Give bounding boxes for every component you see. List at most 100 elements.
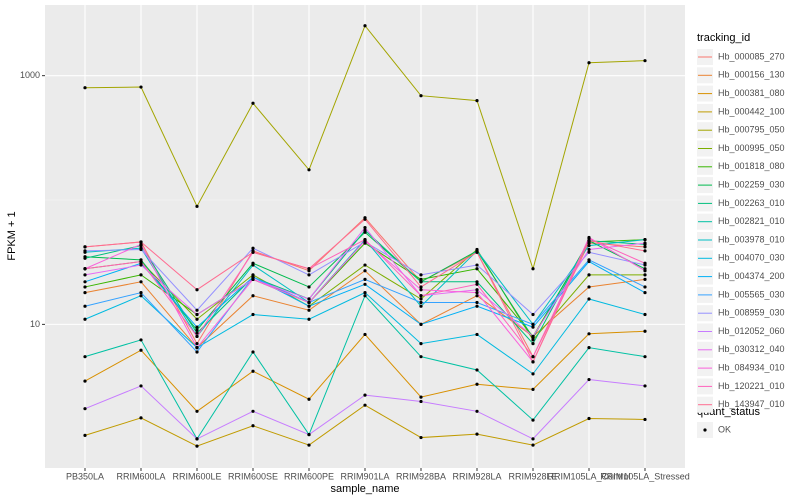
legend-label: Hb_000085_270 [718, 51, 785, 61]
point [531, 387, 535, 392]
point [475, 432, 479, 436]
point [643, 384, 647, 388]
point [251, 263, 255, 267]
point [419, 300, 423, 305]
point [363, 226, 367, 230]
point [643, 355, 647, 359]
point [419, 304, 423, 308]
legend-label: Hb_004070_030 [718, 253, 785, 263]
point [531, 360, 535, 364]
point [251, 277, 255, 281]
point [587, 258, 591, 262]
x-tick-label: RRIM600PE [284, 471, 334, 481]
point [587, 416, 591, 421]
point [251, 246, 255, 250]
point [251, 312, 255, 317]
point [307, 397, 311, 401]
point [195, 204, 199, 208]
point [531, 267, 535, 271]
point [307, 304, 311, 308]
point [83, 280, 87, 284]
point [419, 297, 423, 301]
point [419, 280, 423, 284]
legend-label: Hb_084934_010 [718, 362, 785, 372]
point [307, 285, 311, 289]
point [195, 409, 199, 413]
point [531, 322, 535, 326]
point [643, 277, 647, 281]
point [363, 263, 367, 267]
point [419, 342, 423, 346]
point [139, 291, 143, 295]
point [587, 247, 591, 252]
legend-label: Hb_000442_100 [718, 106, 785, 116]
point [139, 247, 143, 252]
point [83, 256, 87, 260]
point [643, 329, 647, 333]
legend-label: Hb_004374_200 [718, 271, 785, 281]
point [195, 346, 199, 350]
point [195, 334, 199, 339]
point [643, 238, 647, 242]
point [83, 433, 87, 438]
point [587, 61, 591, 65]
point [83, 267, 87, 271]
point [363, 294, 367, 298]
point [531, 312, 535, 317]
x-axis-title: sample_name [330, 483, 399, 495]
point [475, 291, 479, 295]
point [83, 379, 87, 383]
point [643, 241, 647, 245]
point [363, 24, 367, 28]
point [251, 101, 255, 105]
point [475, 282, 479, 286]
x-tick-label: RRIM928BA [396, 471, 446, 481]
legend-label: Hb_120221_010 [718, 381, 785, 391]
point [531, 437, 535, 441]
point [195, 437, 199, 441]
point [251, 294, 255, 298]
point [195, 350, 199, 354]
point [531, 325, 535, 329]
point [307, 297, 311, 301]
point [139, 273, 143, 277]
point [419, 399, 423, 404]
legend-label: Hb_000995_050 [718, 143, 785, 153]
point [363, 228, 367, 232]
y-tick-label: 10 [30, 319, 40, 329]
point [83, 407, 87, 411]
x-tick-label: RRIM600LE [172, 471, 221, 481]
point [643, 312, 647, 317]
point [139, 416, 143, 420]
point [251, 275, 255, 279]
point [587, 346, 591, 350]
point [643, 245, 647, 249]
legend-label: Hb_000795_050 [718, 125, 785, 135]
point [531, 334, 535, 339]
point [139, 348, 143, 352]
point [83, 245, 87, 249]
point [643, 273, 647, 277]
point [475, 263, 479, 267]
point [475, 99, 479, 103]
point [587, 285, 591, 289]
point [139, 280, 143, 284]
legend-label: Hb_000381_080 [718, 88, 785, 98]
point [195, 328, 199, 332]
point [643, 249, 647, 253]
point [643, 291, 647, 295]
point [587, 332, 591, 336]
point [475, 250, 479, 254]
point [475, 409, 479, 413]
point [419, 435, 423, 440]
point [139, 242, 143, 246]
point [475, 304, 479, 308]
point [251, 424, 255, 428]
point [531, 342, 535, 346]
point [195, 317, 199, 321]
point [419, 322, 423, 326]
point [139, 85, 143, 89]
point [419, 285, 423, 289]
point [195, 312, 199, 317]
point [587, 273, 591, 277]
